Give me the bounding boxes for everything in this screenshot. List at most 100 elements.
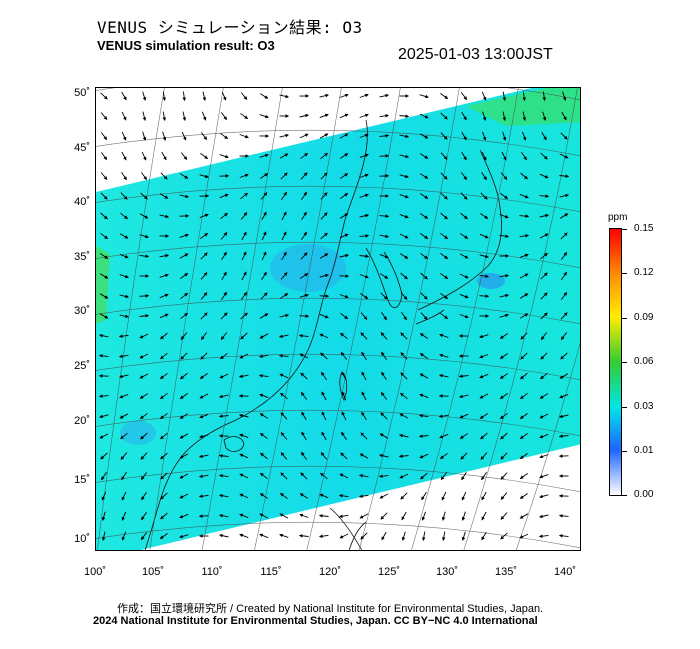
wind-arrow [441,531,446,541]
wind-arrow [481,151,487,161]
wind-arrow [119,294,129,299]
wind-arrow [461,491,467,501]
wind-arrow [299,133,309,139]
wind-arrow [220,132,229,140]
parallel-line [96,241,580,269]
wind-arrow [159,392,168,400]
wind-arrow [159,273,169,278]
wind-arrow [440,192,448,200]
low-ozone-patch-south [120,421,156,445]
wind-arrow [421,491,427,501]
wind-arrow [220,332,228,340]
wind-arrow [318,514,329,518]
wind-arrow [341,391,347,401]
wind-arrow [399,154,409,159]
wind-arrow [380,412,388,420]
wind-arrow [259,432,268,440]
wind-arrow [419,113,429,119]
wind-arrow [259,354,269,359]
wind-arrow [240,212,248,220]
wind-arrow [119,374,129,379]
meridian-line [201,88,283,550]
wind-arrow [279,94,289,99]
wind-arrow [400,292,408,300]
wind-arrow [359,173,369,178]
colorbar-tick [622,495,627,496]
wind-arrow [399,233,409,239]
wind-arrow [160,172,168,180]
wind-arrow [139,412,148,420]
wind-arrow [520,332,528,340]
meridian-line [149,88,224,550]
wind-arrow [340,332,348,340]
wind-arrow [160,452,168,460]
wind-arrow [280,172,288,180]
wind-arrow [280,472,288,480]
wind-arrow [540,312,548,320]
wind-arrow [278,354,289,358]
wind-arrow [299,513,309,518]
wind-arrow [482,131,487,141]
wind-arrow [482,111,487,121]
wind-arrow [119,354,129,359]
lat-label-15: 15˚ [74,474,90,486]
wind-arrow [481,531,487,541]
wind-arrow [542,111,547,121]
wind-arrow [259,333,269,339]
wind-arrow [319,333,329,339]
wind-arrow [441,511,446,521]
wind-arrow [320,192,328,200]
wind-arrow [160,352,168,360]
wind-arrow [520,172,528,180]
wind-arrow [180,273,189,279]
wind-arrow [139,353,149,359]
wind-arrow [499,293,509,298]
wind-arrow [440,472,448,481]
wind-arrow [180,352,188,360]
meridian-line [358,88,460,550]
wind-arrow [359,193,369,198]
wind-arrow [139,294,150,298]
wind-arrow [379,234,389,239]
wind-arrow [281,231,287,241]
wind-arrow [360,293,369,299]
wind-arrow [180,152,188,160]
coastline-korea [365,247,403,308]
wind-arrow [360,312,368,320]
wind-arrow [220,212,228,220]
lat-label-45: 45˚ [74,142,90,154]
wind-arrow [559,193,569,198]
wind-arrow [341,411,347,421]
wind-arrow [100,152,108,161]
wind-arrow [440,172,448,180]
wind-arrow [359,513,369,519]
wind-arrow [99,253,109,259]
wind-arrow [539,454,549,459]
wind-arrow [560,312,568,320]
wind-arrow [159,412,168,420]
wind-arrow [521,131,527,141]
wind-arrow [379,453,389,458]
wind-arrow [320,172,328,180]
wind-arrow [439,433,449,439]
wind-arrow [438,414,449,419]
wind-arrow [339,294,349,299]
wind-arrow [340,312,349,320]
wind-arrow [399,413,409,419]
wind-arrow [100,452,108,460]
wind-arrow [259,533,269,539]
wind-arrow [279,153,289,159]
wind-arrow [99,433,109,439]
wind-arrow [381,371,387,381]
wind-arrow [119,393,129,399]
wind-arrow [119,274,129,279]
wind-arrow [281,251,287,261]
parallel-line [96,88,580,101]
wind-arrow [279,492,288,500]
wind-arrow [519,433,528,439]
wind-arrow [439,373,449,378]
wind-arrow [240,291,248,300]
wind-arrow [420,272,428,280]
wind-arrow [459,273,469,279]
wind-arrow [501,151,507,161]
